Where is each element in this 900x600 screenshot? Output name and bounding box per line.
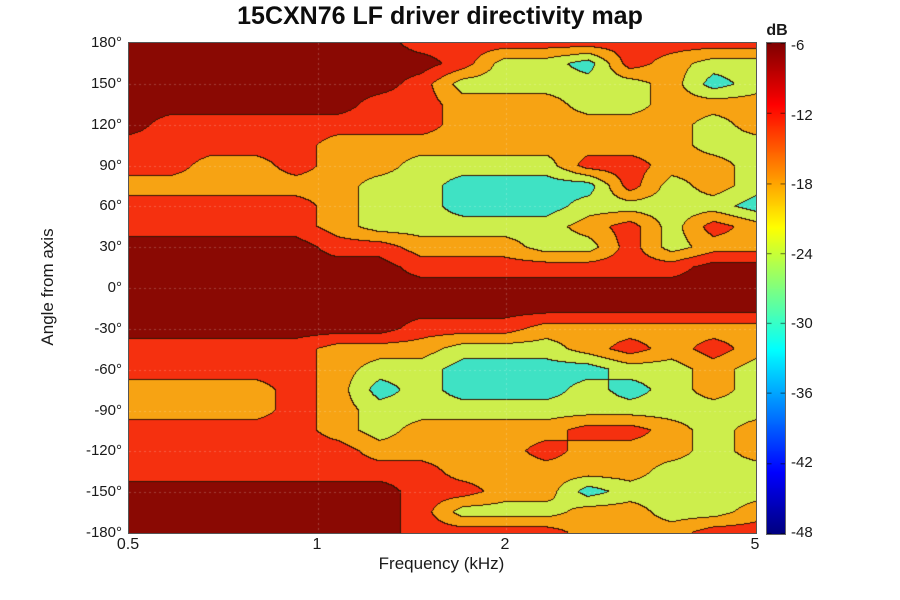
chart-title: 15CXN76 LF driver directivity map <box>237 2 643 30</box>
x-tick-label: 2 <box>500 536 510 553</box>
colorbar-tick-label: -42 <box>791 454 813 471</box>
y-tick-label: -150° <box>85 483 122 500</box>
x-tick-label: 5 <box>750 536 760 553</box>
directivity-heatmap-canvas <box>129 43 756 533</box>
y-tick-label: -120° <box>85 442 122 459</box>
x-tick-label: 0.5 <box>116 536 140 553</box>
y-tick-label: 150° <box>90 75 122 92</box>
colorbar-tick-label: -48 <box>791 524 813 541</box>
colorbar-tick-label: -18 <box>791 176 813 193</box>
y-axis-title: Angle from axis <box>38 228 57 346</box>
x-tick-label: 1 <box>312 536 322 553</box>
y-tick-label: -180° <box>85 524 122 541</box>
y-tick-label: 30° <box>99 238 122 255</box>
colorbar-gradient-canvas <box>766 42 786 535</box>
colorbar-tick-label: -36 <box>791 385 813 402</box>
y-tick-label: 90° <box>99 157 122 174</box>
colorbar-tick-label: -6 <box>791 37 805 54</box>
y-tick-label: 180° <box>90 34 122 51</box>
plot-area <box>128 42 757 534</box>
y-tick-label: -30° <box>94 320 122 337</box>
colorbar-tick-label: -30 <box>791 315 813 332</box>
y-tick-label: 60° <box>99 197 122 214</box>
colorbar-unit-label: dB <box>766 22 788 39</box>
x-axis-title: Frequency (kHz) <box>378 554 505 573</box>
colorbar-tick-label: -12 <box>791 107 813 124</box>
y-tick-label: 0° <box>107 279 122 296</box>
colorbar <box>766 42 786 535</box>
y-tick-label: 120° <box>90 116 122 133</box>
y-tick-label: -90° <box>94 402 122 419</box>
y-tick-label: -60° <box>94 361 122 378</box>
colorbar-tick-label: -24 <box>791 246 813 263</box>
